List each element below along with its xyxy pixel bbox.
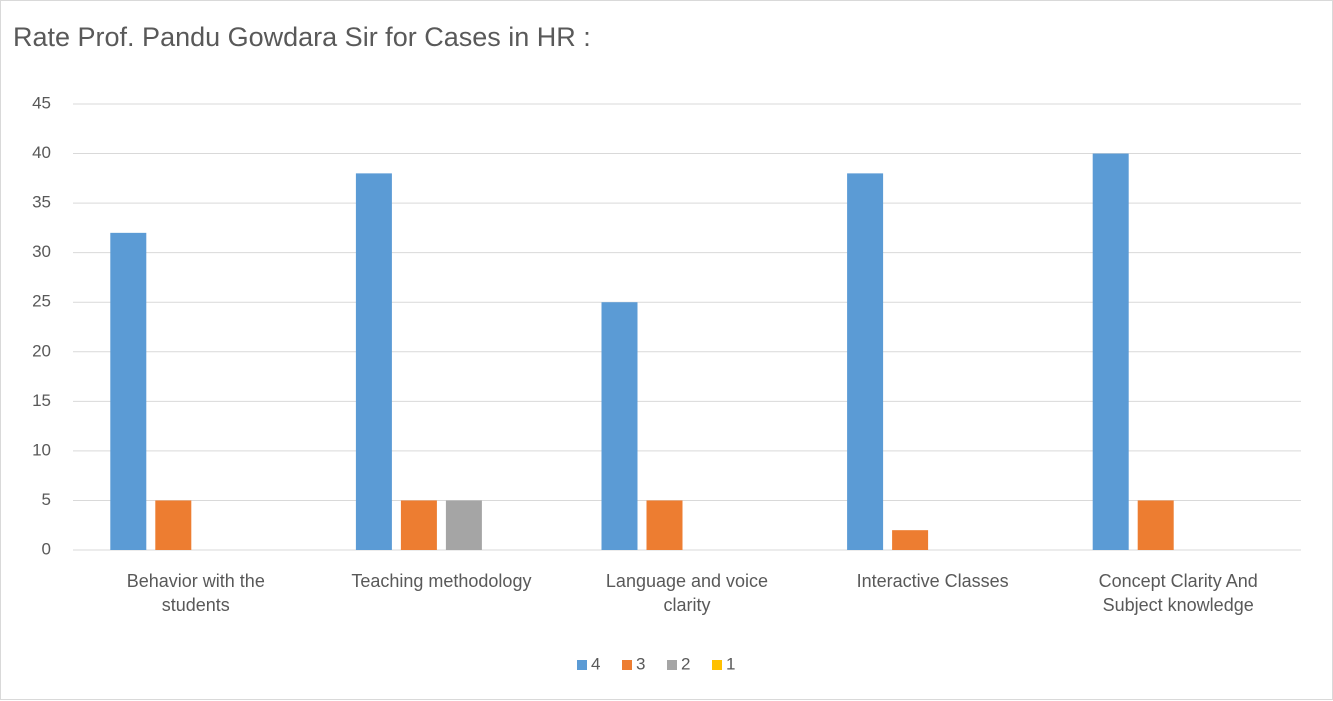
chart-title: Rate Prof. Pandu Gowdara Sir for Cases i… [13,22,591,52]
legend-swatch [622,660,632,670]
legend-label: 2 [681,654,690,673]
x-tick-label: Concept Clarity And Subject knowledge [1098,571,1258,615]
bar [355,173,392,550]
y-tick-label: 0 [42,539,51,558]
bar [892,530,929,550]
bar [1137,500,1174,550]
legend-label: 1 [726,654,735,673]
legend-label: 3 [636,654,645,673]
y-tick-label: 10 [32,440,51,459]
bar [646,500,683,550]
y-tick-label: 45 [32,93,51,112]
x-tick-label: Language and voice clarity [605,571,769,615]
y-tick-label: 25 [32,292,51,311]
legend-swatch [577,660,587,670]
y-tick-label: 35 [32,193,51,212]
y-tick-label: 5 [42,490,51,509]
bar [155,500,192,550]
bar [445,500,482,550]
bar [110,232,147,550]
y-tick-label: 20 [32,341,51,360]
y-tick-label: 15 [32,391,51,410]
y-tick-label: 40 [32,143,51,162]
bar [847,173,884,550]
legend-swatch [712,660,722,670]
x-tick-label: Behavior with the students [126,571,265,615]
x-tick-label: Teaching methodology [351,571,532,591]
bar [601,302,638,550]
legend-label: 4 [591,654,600,673]
x-tick-label: Interactive Classes [856,571,1009,591]
bar [1092,153,1129,551]
legend-swatch [667,660,677,670]
y-tick-label: 30 [32,242,51,261]
bar [400,500,437,550]
